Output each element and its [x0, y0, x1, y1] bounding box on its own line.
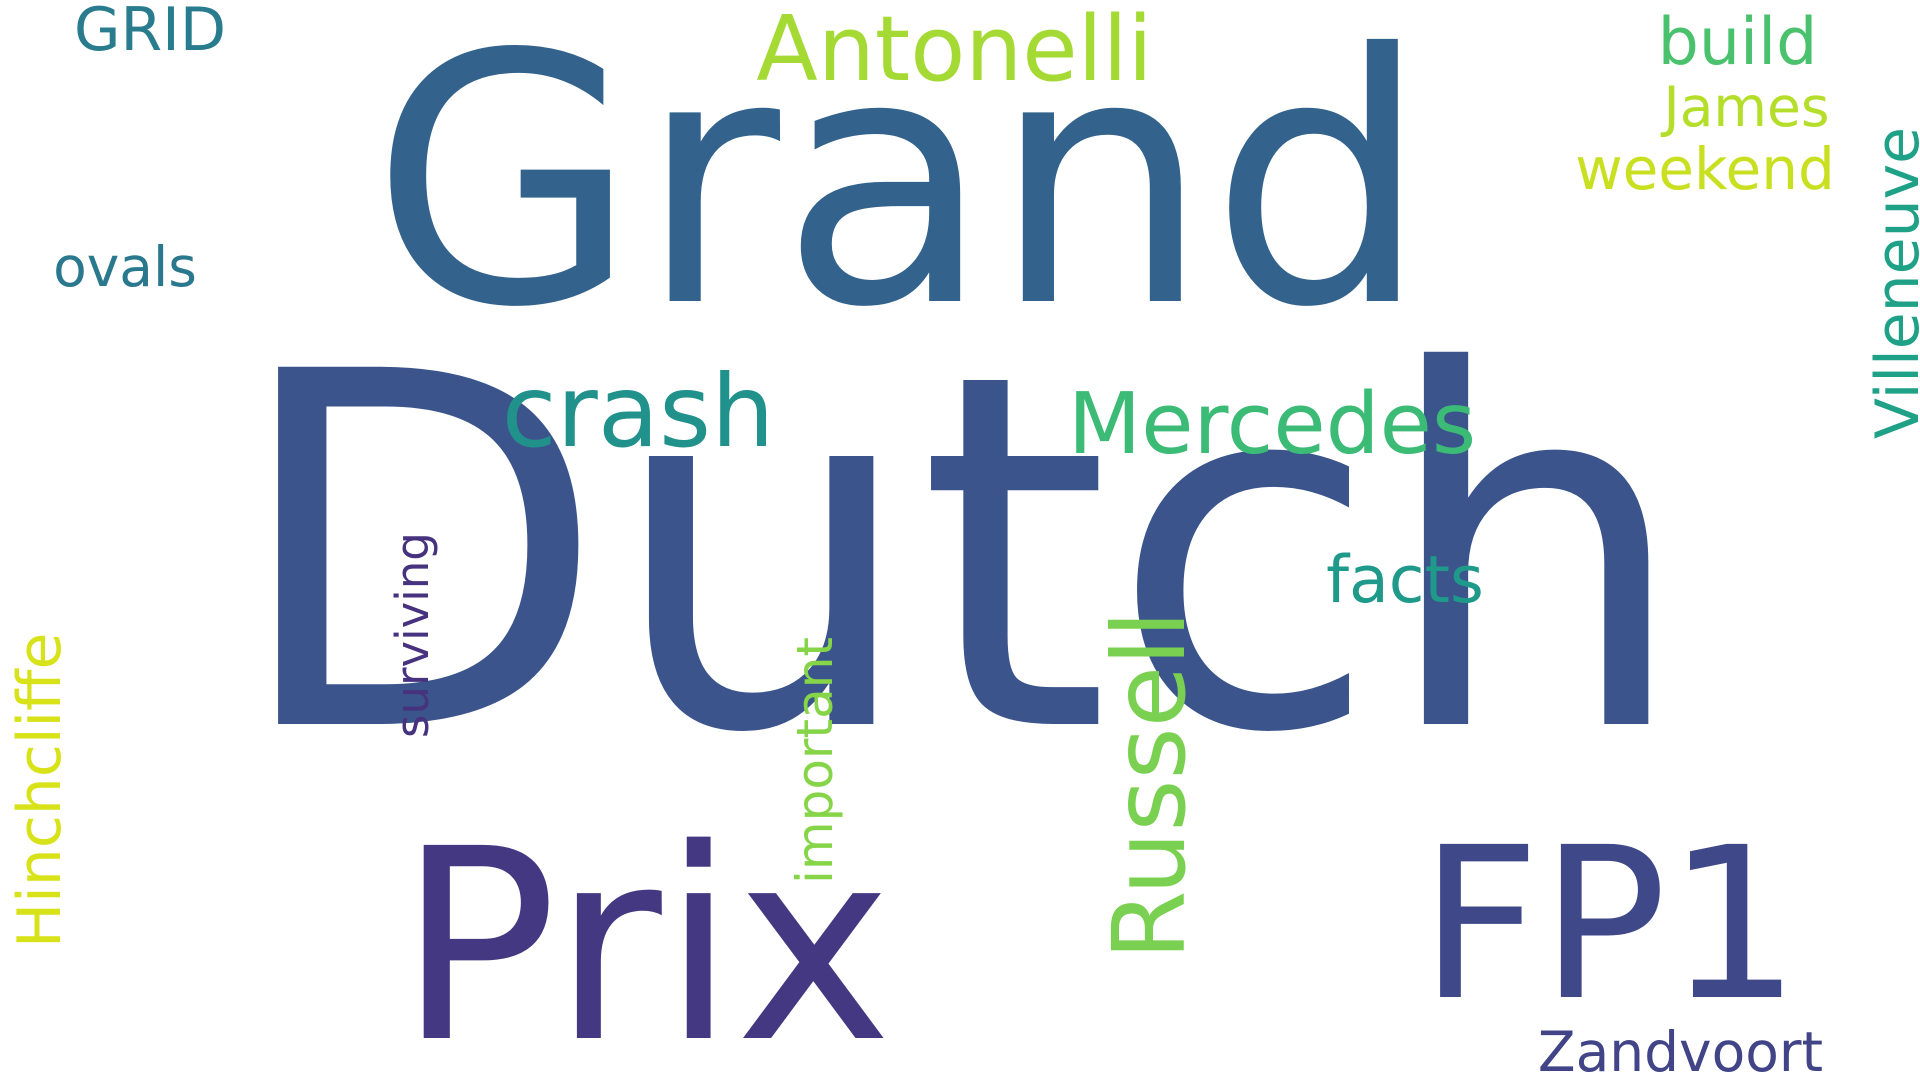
word-mercedes: Mercedes: [1067, 375, 1477, 474]
word-build: build: [1657, 5, 1818, 80]
word-surviving: surviving: [386, 532, 439, 738]
word-hinchcliffe: Hinchcliffe: [5, 632, 75, 948]
word-james: James: [1663, 75, 1830, 139]
word-dutch: Dutch: [230, 269, 1690, 840]
word-villeneuve: Villeneuve: [1863, 126, 1920, 439]
word-zandvoort: Zandvoort: [1537, 1020, 1824, 1080]
word-weekend: weekend: [1575, 135, 1835, 203]
word-crash: crash: [501, 353, 775, 470]
word-fp1: FP1: [1419, 802, 1801, 1047]
word-antonelli: Antonelli: [756, 0, 1153, 102]
word-grand: Grand: [370, 0, 1430, 383]
word-ovals: ovals: [53, 235, 197, 299]
word-prix: Prix: [397, 793, 893, 1080]
word-important: important: [786, 636, 844, 884]
word-russell: Russell: [1091, 610, 1208, 960]
word-grid: GRID: [74, 0, 227, 65]
word-facts: facts: [1326, 543, 1484, 618]
